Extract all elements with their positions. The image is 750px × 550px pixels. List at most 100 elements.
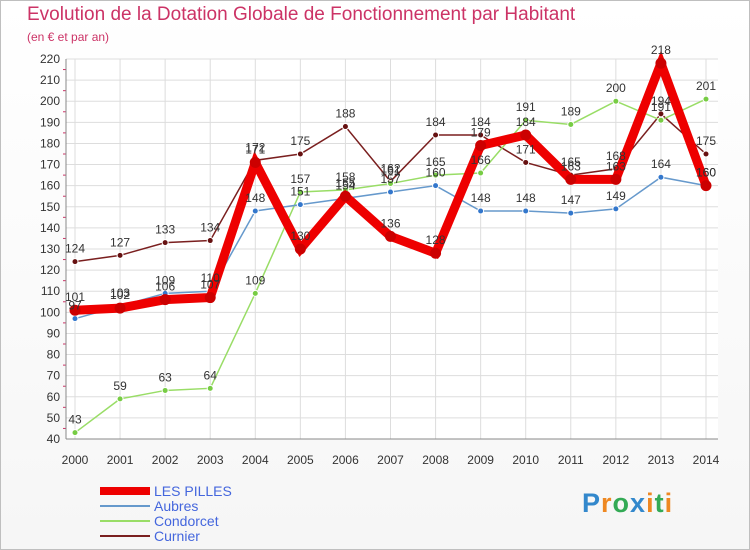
legend-item-les-pilles[interactable]: LES PILLES [100,483,300,499]
data-point-curnier [477,131,485,139]
data-point-les-pilles [700,180,712,192]
data-label-curnier: 165 [561,155,581,169]
data-point-les-pilles [610,173,622,185]
y-tick-label: 210 [40,73,60,87]
data-point-condorcet [702,95,710,103]
data-label-aubres: 160 [426,166,446,180]
data-label-curnier: 162 [380,161,400,175]
data-point-condorcet [477,169,485,177]
data-point-curnier [296,150,304,158]
data-label-condorcet: 191 [516,100,536,114]
y-tick-label: 80 [47,348,61,362]
data-point-les-pilles [294,243,306,255]
data-label-les-pilles: 130 [290,229,310,243]
data-point-condorcet [387,180,394,188]
data-point-condorcet [567,120,575,128]
y-tick-label: 70 [47,369,61,383]
data-point-les-pilles [114,302,126,314]
data-label-les-pilles: 163 [606,159,626,173]
data-point-curnier [341,123,349,131]
data-label-aubres: 147 [561,193,581,207]
data-point-curnier [702,150,710,158]
data-point-aubres [657,173,665,181]
data-point-curnier [432,131,440,139]
legend-item-curnier[interactable]: Curnier [100,528,300,544]
data-point-curnier [522,158,530,166]
data-label-les-pilles: 179 [471,126,491,140]
legend-swatch-les-pilles [100,487,150,495]
chart-subtitle: (en € et par an) [27,30,110,44]
legend-item-aubres[interactable]: Aubres [100,498,300,514]
data-label-curnier: 127 [110,235,130,249]
x-tick-label: 2003 [197,453,224,467]
data-point-les-pilles [249,156,261,168]
data-label-les-pilles: 163 [561,159,581,173]
data-label-aubres: 103 [110,286,130,300]
legend-item-condorcet[interactable]: Condorcet [100,513,300,529]
data-label-condorcet: 157 [290,172,310,186]
data-label-condorcet: 109 [245,273,265,287]
data-label-curnier: 171 [516,142,536,156]
data-point-aubres [71,315,79,323]
data-label-condorcet: 158 [335,170,355,184]
data-point-condorcet [612,97,620,105]
y-tick-label: 120 [40,263,60,277]
x-tick-label: 2002 [152,453,179,467]
y-tick-label: 200 [40,94,60,108]
x-tick-label: 2013 [648,453,675,467]
data-label-les-pilles: 184 [516,115,536,129]
data-point-les-pilles [159,294,171,306]
data-point-les-pilles [204,292,216,304]
data-label-aubres: 148 [516,191,536,205]
data-label-condorcet: 191 [651,100,671,114]
data-point-les-pilles [69,304,81,316]
y-tick-label: 150 [40,200,60,214]
data-label-aubres: 110 [201,271,220,285]
x-tick-label: 2001 [107,453,134,467]
data-label-les-pilles: 102 [110,288,130,302]
x-tick-label: 2008 [422,453,449,467]
data-point-curnier [71,258,79,266]
legend-swatch-curnier [100,535,150,537]
y-tick-label: 110 [41,284,60,298]
data-point-condorcet [161,386,169,394]
data-point-condorcet [251,289,259,297]
x-tick-label: 2009 [467,453,494,467]
data-label-condorcet: 63 [158,370,172,384]
y-tick-label: 170 [40,158,60,172]
x-tick-label: 2012 [603,453,630,467]
legend-label-aubres: Aubres [154,498,199,514]
data-label-condorcet: 201 [696,79,716,93]
data-label-curnier: 175 [696,134,716,148]
y-tick-label: 40 [47,432,61,446]
data-label-les-pilles: 107 [200,278,220,292]
data-point-aubres [522,207,530,215]
data-point-curnier [206,237,214,245]
legend-swatch-condorcet [100,520,150,522]
data-label-condorcet: 165 [426,155,446,169]
data-label-aubres: 151 [290,185,310,199]
data-label-condorcet: 161 [380,164,400,178]
data-label-les-pilles: 136 [380,216,400,230]
y-tick-label: 140 [40,221,60,235]
x-tick-label: 2004 [242,453,269,467]
data-label-condorcet: 189 [561,104,581,118]
data-label-aubres: 97 [68,299,82,313]
data-label-curnier: 194 [651,94,671,108]
y-tick-label: 130 [40,242,60,256]
data-point-condorcet [432,171,440,179]
legend-label-curnier: Curnier [154,528,200,544]
data-point-curnier [161,239,169,247]
data-point-les-pilles [475,140,487,152]
data-point-les-pilles [565,173,577,185]
x-tick-label: 2007 [377,453,404,467]
data-label-curnier: 184 [471,115,491,129]
y-tick-label: 100 [40,305,60,319]
data-point-les-pilles [520,129,532,141]
data-point-condorcet [71,429,79,437]
legend-swatch-aubres [100,505,150,507]
data-point-condorcet [657,116,665,124]
data-label-aubres: 154 [335,178,355,192]
data-point-aubres [567,209,575,217]
data-point-aubres [387,188,394,196]
